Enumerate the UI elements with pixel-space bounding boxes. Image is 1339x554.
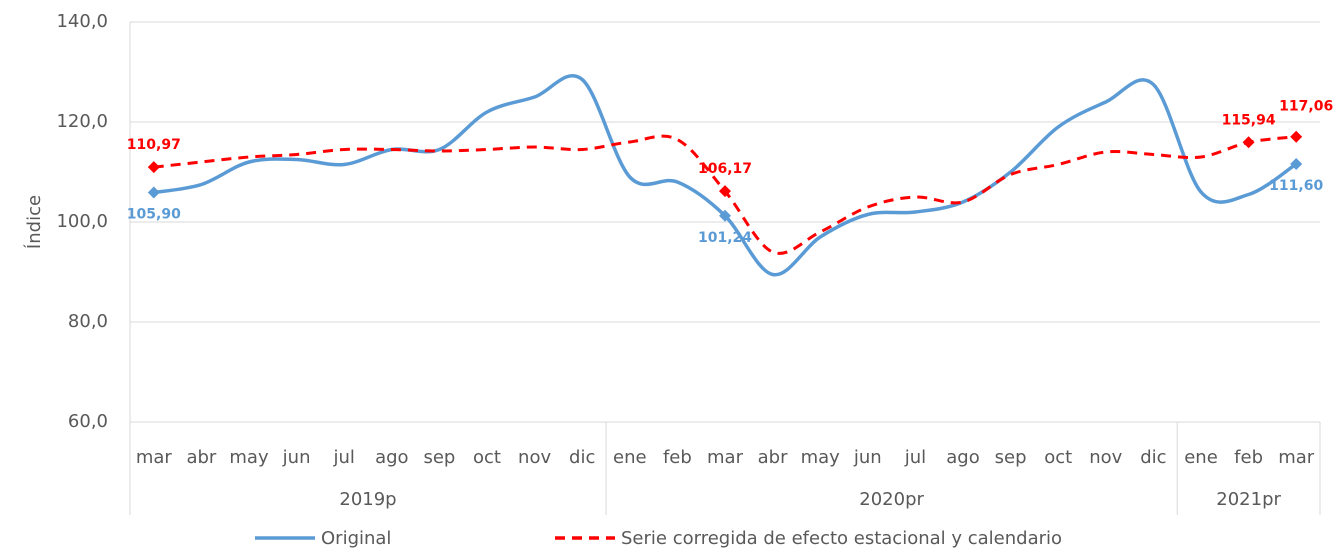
value-label: 115,94: [1222, 112, 1276, 128]
line: [153, 73, 1298, 277]
x-tick-label: may: [801, 447, 841, 468]
value-label: 105,90: [127, 207, 181, 223]
x-tick-label: nov: [518, 447, 551, 468]
x-tick-label: mar: [1278, 447, 1315, 468]
x-tick-label: mar: [707, 447, 744, 468]
x-tick-label: feb: [1234, 447, 1263, 468]
marker: [147, 161, 160, 174]
y-tick-label: 60,0: [68, 411, 108, 432]
x-tick-label: oct: [1044, 447, 1072, 468]
marker: [719, 185, 731, 198]
x-tick-label: abr: [186, 447, 216, 468]
x-tick-label: oct: [473, 447, 501, 468]
y-tick-label: 140,0: [56, 11, 108, 32]
x-tick-label: jun: [853, 447, 882, 468]
value-label: 110,97: [127, 137, 181, 153]
group-label: 2021pr: [1216, 489, 1281, 510]
x-tick-label: abr: [758, 447, 788, 468]
x-tick-label: jun: [282, 447, 311, 468]
value-label: 106,17: [698, 161, 752, 177]
x-tick-label: jul: [904, 447, 926, 468]
marker: [719, 209, 731, 222]
x-tick-label: nov: [1089, 447, 1122, 468]
x-tick-label: ago: [375, 447, 408, 468]
value-label: 111,60: [1269, 178, 1323, 194]
x-tick-label: sep: [423, 447, 455, 468]
marker: [1290, 158, 1303, 170]
y-tick-label: 120,0: [56, 111, 108, 132]
marker: [147, 186, 160, 199]
x-tick-label: may: [229, 447, 269, 468]
x-tick-label: dic: [569, 447, 595, 468]
x-tick-label: jul: [332, 447, 354, 468]
x-tick-label: ene: [613, 447, 647, 468]
value-label: 117,06: [1279, 99, 1333, 115]
group-label: 2019p: [339, 489, 396, 510]
y-tick-label: 80,0: [68, 311, 108, 332]
legend-label: Original: [321, 528, 391, 549]
x-tick-label: dic: [1140, 447, 1166, 468]
value-label: 101,24: [698, 230, 752, 246]
x-tick-label: ago: [946, 447, 979, 468]
x-tick-label: feb: [663, 447, 692, 468]
legend-label: Serie corregida de efecto estacional y c…: [621, 528, 1062, 549]
y-axis-label: Índice: [23, 195, 45, 249]
y-tick-label: 100,0: [56, 211, 108, 232]
marker: [1242, 136, 1255, 149]
group-label: 2020pr: [859, 489, 924, 510]
x-tick-label: mar: [136, 447, 173, 468]
x-tick-label: sep: [995, 447, 1027, 468]
marker: [1290, 130, 1303, 143]
x-tick-label: ene: [1184, 447, 1218, 468]
